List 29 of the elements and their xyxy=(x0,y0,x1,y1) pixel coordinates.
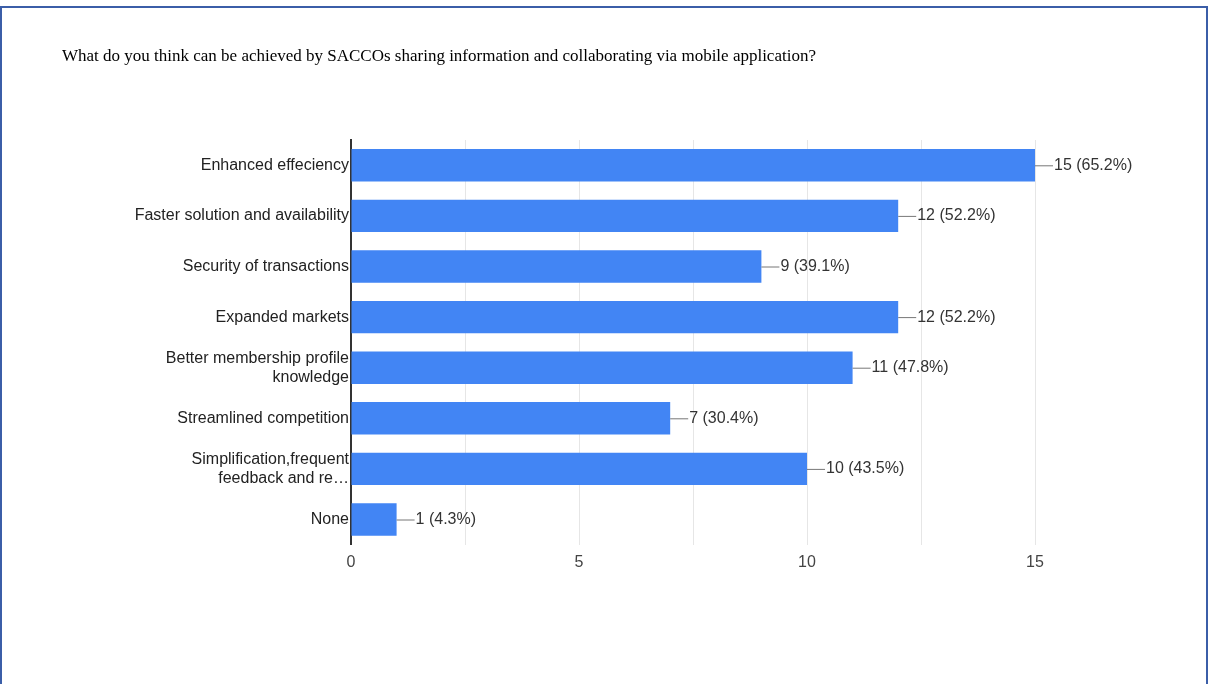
bar xyxy=(351,452,807,486)
bar xyxy=(351,503,397,536)
data-label: 12 (52.2%) xyxy=(917,206,996,224)
y-tick-label: Enhanced effeciency xyxy=(200,155,349,173)
bar xyxy=(351,351,853,384)
chart-title: What do you think can be achieved by SACCOs sharing information and collaborating via mobile application? xyxy=(62,46,816,66)
data-label: 15 (65.2%) xyxy=(1054,155,1133,173)
x-tick-label: 5 xyxy=(574,552,584,570)
y-tick-label: None xyxy=(310,509,350,527)
x-tick-label: 10 xyxy=(798,552,816,570)
x-tick-label: 0 xyxy=(346,552,356,570)
y-tick-label: Expanded markets xyxy=(215,307,349,325)
data-label: 1 (4.3%) xyxy=(415,509,477,527)
data-label: 10 (43.5%) xyxy=(826,459,905,477)
data-label: 7 (30.4%) xyxy=(689,408,759,426)
bar xyxy=(351,149,1035,182)
y-tick-label: Security of transactions xyxy=(182,256,349,274)
bar xyxy=(351,402,671,435)
x-tick-label: 15 xyxy=(1026,552,1044,570)
bar xyxy=(351,250,762,283)
bar xyxy=(351,300,899,334)
y-tick-label: Streamlined competition xyxy=(177,408,349,426)
bar xyxy=(351,199,899,233)
y-tick-label: Simplification,frequent feedback and re… xyxy=(191,449,350,486)
data-label: 12 (52.2%) xyxy=(917,307,996,325)
data-label: 9 (39.1%) xyxy=(780,256,850,274)
y-tick-label: Better membership profile knowledge xyxy=(165,348,350,385)
data-label: 11 (47.8%) xyxy=(871,358,949,376)
y-tick-label: Faster solution and availability xyxy=(134,206,349,224)
